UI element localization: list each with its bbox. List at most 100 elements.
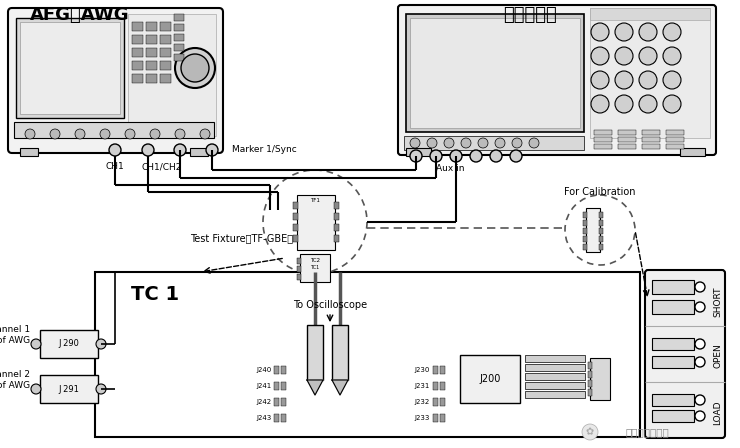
Bar: [293, 235, 298, 242]
Circle shape: [470, 150, 482, 162]
Circle shape: [663, 95, 681, 113]
Circle shape: [615, 47, 633, 65]
Circle shape: [695, 411, 705, 421]
Text: ✿: ✿: [586, 427, 594, 437]
Bar: [128, 14, 216, 136]
Bar: [583, 212, 587, 218]
Circle shape: [50, 129, 60, 139]
Bar: [618, 130, 636, 135]
Circle shape: [615, 95, 633, 113]
Text: OPEN: OPEN: [713, 344, 722, 368]
Bar: [652, 280, 694, 294]
Text: TF1: TF1: [310, 198, 320, 203]
Bar: [583, 220, 587, 226]
Bar: [599, 228, 603, 234]
Text: 测试测量加油站: 测试测量加油站: [625, 427, 669, 437]
Bar: [618, 137, 636, 142]
Bar: [160, 35, 171, 44]
Text: Marker 1/Sync: Marker 1/Sync: [232, 146, 297, 155]
Polygon shape: [332, 380, 348, 395]
Circle shape: [695, 357, 705, 367]
Bar: [642, 144, 660, 149]
Bar: [525, 382, 585, 389]
Bar: [599, 244, 603, 250]
Bar: [307, 325, 323, 380]
Bar: [642, 130, 660, 135]
Bar: [583, 236, 587, 242]
Bar: [281, 366, 286, 374]
FancyBboxPatch shape: [645, 270, 725, 438]
Bar: [590, 8, 710, 20]
Bar: [599, 236, 603, 242]
Circle shape: [263, 170, 367, 274]
Bar: [14, 122, 214, 138]
Bar: [132, 35, 143, 44]
Bar: [590, 8, 710, 138]
Bar: [274, 366, 279, 374]
Polygon shape: [307, 380, 323, 395]
Bar: [666, 137, 684, 142]
Bar: [590, 358, 610, 400]
Bar: [440, 366, 445, 374]
Bar: [274, 398, 279, 406]
Bar: [281, 382, 286, 390]
Circle shape: [663, 47, 681, 65]
Bar: [440, 382, 445, 390]
Bar: [666, 144, 684, 149]
Bar: [652, 300, 694, 314]
FancyBboxPatch shape: [8, 8, 223, 153]
Bar: [588, 362, 592, 369]
Circle shape: [175, 48, 215, 88]
Bar: [652, 410, 694, 422]
Text: To Channel 2
of AWG: To Channel 2 of AWG: [0, 370, 30, 390]
Bar: [95, 272, 640, 437]
Bar: [146, 22, 157, 31]
Circle shape: [639, 95, 657, 113]
Circle shape: [410, 150, 422, 162]
Text: J242: J242: [257, 399, 272, 405]
Bar: [586, 208, 600, 252]
Bar: [433, 366, 438, 374]
Bar: [281, 414, 286, 422]
Bar: [293, 213, 298, 220]
Bar: [588, 380, 592, 387]
Text: CH1: CH1: [106, 162, 124, 171]
Bar: [652, 394, 694, 406]
Bar: [174, 14, 184, 21]
Circle shape: [450, 150, 462, 162]
Circle shape: [695, 302, 705, 312]
Text: J241: J241: [257, 383, 272, 389]
Bar: [334, 202, 339, 209]
Bar: [146, 35, 157, 44]
Circle shape: [125, 129, 135, 139]
Circle shape: [175, 129, 185, 139]
Bar: [174, 54, 184, 61]
Circle shape: [150, 129, 160, 139]
Bar: [433, 382, 438, 390]
Circle shape: [427, 138, 437, 148]
Circle shape: [100, 129, 110, 139]
Bar: [132, 61, 143, 70]
Bar: [297, 258, 301, 264]
Bar: [334, 213, 339, 220]
Bar: [406, 148, 431, 156]
Circle shape: [591, 95, 609, 113]
Bar: [410, 18, 580, 128]
Bar: [583, 244, 587, 250]
Bar: [297, 266, 301, 272]
Circle shape: [591, 23, 609, 41]
Bar: [293, 202, 298, 209]
Bar: [20, 22, 120, 114]
Circle shape: [582, 424, 598, 440]
Circle shape: [410, 138, 420, 148]
Text: TC 1: TC 1: [131, 285, 179, 304]
Circle shape: [615, 71, 633, 89]
Circle shape: [109, 144, 121, 156]
Bar: [132, 48, 143, 57]
Text: J200: J200: [480, 374, 501, 384]
Circle shape: [639, 47, 657, 65]
Bar: [666, 130, 684, 135]
Bar: [190, 148, 208, 156]
Circle shape: [31, 339, 41, 349]
Bar: [440, 398, 445, 406]
